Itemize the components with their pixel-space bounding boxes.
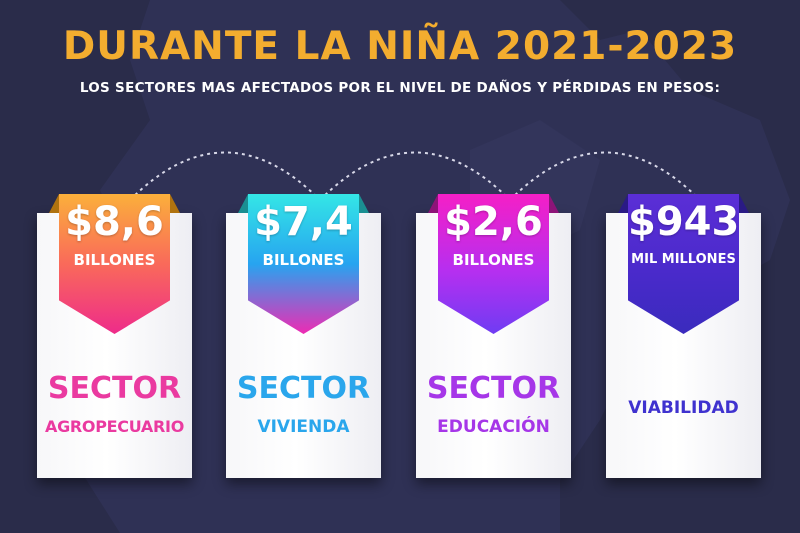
- amount-unit: MIL MILLONES: [631, 252, 736, 267]
- sector-card-educacion: $2,6 BILLONES SECTOR EDUCACIÓN: [416, 194, 571, 478]
- amount-value: $2,6: [444, 199, 543, 245]
- amount-value: $7,4: [254, 199, 353, 245]
- amount-unit: BILLONES: [73, 251, 156, 269]
- sector-card-agropecuario: $8,6 BILLONES SECTOR AGROPECUARIO: [37, 194, 192, 478]
- sector-card-viabilidad: $943 MIL MILLONES VIABILIDAD: [606, 194, 761, 478]
- sector-name: VIABILIDAD: [628, 398, 739, 418]
- amount-ribbon: $7,4 BILLONES: [238, 194, 369, 334]
- page-subtitle: LOS SECTORES MAS AFECTADOS POR EL NIVEL …: [79, 80, 721, 96]
- sector-label: SECTOR: [236, 371, 371, 406]
- amount-value: $943: [628, 199, 740, 245]
- amount-ribbon: $8,6 BILLONES: [49, 194, 180, 334]
- amount-unit: BILLONES: [262, 251, 345, 269]
- page-title: DURANTE LA NIÑA 2021-2023: [62, 24, 738, 69]
- sector-name: EDUCACIÓN: [437, 417, 550, 437]
- sector-card-vivienda: $7,4 BILLONES SECTOR VIVIENDA: [226, 194, 381, 478]
- sector-label: SECTOR: [47, 371, 182, 406]
- sector-label: SECTOR: [426, 371, 561, 406]
- sector-name: AGROPECUARIO: [45, 417, 184, 436]
- amount-value: $8,6: [65, 199, 164, 245]
- sector-name: VIVIENDA: [257, 417, 350, 437]
- amount-ribbon: $2,6 BILLONES: [428, 194, 559, 334]
- amount-unit: BILLONES: [452, 251, 535, 269]
- amount-ribbon: $943 MIL MILLONES: [618, 194, 749, 334]
